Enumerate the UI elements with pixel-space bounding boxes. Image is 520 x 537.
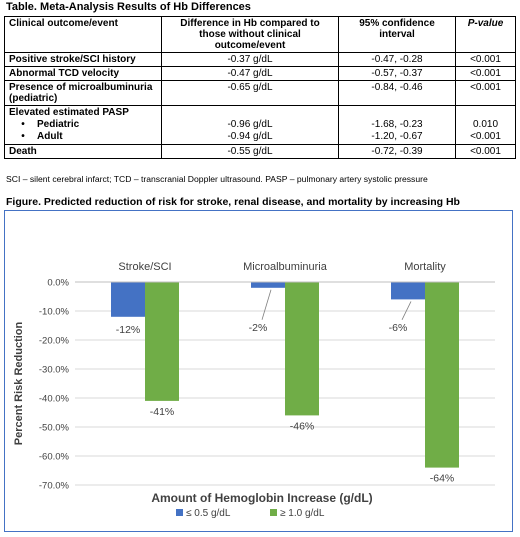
- data-label: -46%: [290, 420, 315, 432]
- legend-label: ≥ 1.0 g/dL: [280, 508, 325, 519]
- leader-line: [261, 289, 272, 320]
- row-ci: -0.84, -0.46: [338, 80, 456, 106]
- table-row: Presence of microalbuminuria (pediatric)…: [4, 80, 516, 106]
- chart-frame: [4, 210, 513, 532]
- y-tick-label: -40.0%: [39, 394, 70, 405]
- table-title: Table. Meta-Analysis Results of Hb Diffe…: [6, 1, 251, 13]
- row-outcome: Elevated estimated PASP • Pediatric • Ad…: [4, 105, 162, 145]
- table-footnote: SCI – silent cerebral infarct; TCD – tra…: [6, 174, 428, 184]
- bullet-icon: •: [21, 119, 25, 130]
- category-label: Microalbuminuria: [243, 261, 328, 273]
- y-axis-label: Percent Risk Reduction: [13, 321, 25, 445]
- y-tick-label: -50.0%: [39, 423, 70, 434]
- data-label: -2%: [249, 322, 268, 334]
- legend-swatch: [270, 509, 277, 516]
- bar-low: [111, 282, 145, 317]
- header-outcome: Clinical outcome/event: [4, 16, 162, 53]
- y-tick-label: -60.0%: [39, 452, 70, 463]
- table-row: Elevated estimated PASP • Pediatric • Ad…: [4, 105, 516, 145]
- row-outcome: Presence of microalbuminuria (pediatric): [4, 80, 162, 106]
- figure-title: Figure. Predicted reduction of risk for …: [6, 196, 460, 208]
- y-tick-label: -30.0%: [39, 365, 70, 376]
- data-label: -41%: [150, 406, 175, 418]
- category-label: Stroke/SCI: [118, 261, 171, 273]
- data-label: -6%: [389, 322, 408, 334]
- row-p: <0.001: [455, 144, 516, 159]
- bar-high: [425, 282, 459, 468]
- bar-high: [145, 282, 179, 401]
- row-outcome: Death: [4, 144, 162, 159]
- x-axis-label: Amount of Hemoglobin Increase (g/dL): [151, 491, 372, 505]
- legend-label: ≤ 0.5 g/dL: [186, 508, 231, 519]
- data-label: -12%: [116, 324, 141, 336]
- legend-swatch: [176, 509, 183, 516]
- sub-row-pediatric: • Pediatric: [9, 119, 157, 131]
- y-tick-label: -10.0%: [39, 307, 70, 318]
- bar-low: [391, 282, 425, 300]
- y-tick-label: -70.0%: [39, 481, 70, 492]
- y-tick-label: -20.0%: [39, 336, 70, 347]
- header-difference: Difference in Hb compared to those witho…: [161, 16, 339, 53]
- meta-analysis-table: Clinical outcome/event Difference in Hb …: [4, 16, 516, 159]
- bar-low: [251, 282, 285, 288]
- leader-line: [401, 301, 412, 320]
- row-diff: -0.96 g/dL -0.94 g/dL: [161, 105, 339, 145]
- y-tick-label: 0.0%: [47, 278, 69, 289]
- data-label: -64%: [430, 473, 455, 485]
- table-row: Death -0.55 g/dL -0.72, -0.39 <0.001: [4, 144, 516, 159]
- bullet-icon: •: [21, 131, 25, 142]
- row-ci: -1.68, -0.23 -1.20, -0.67: [338, 105, 456, 145]
- category-label: Mortality: [404, 261, 446, 273]
- bar-high: [285, 282, 319, 416]
- sub-row-adult: • Adult: [9, 131, 157, 143]
